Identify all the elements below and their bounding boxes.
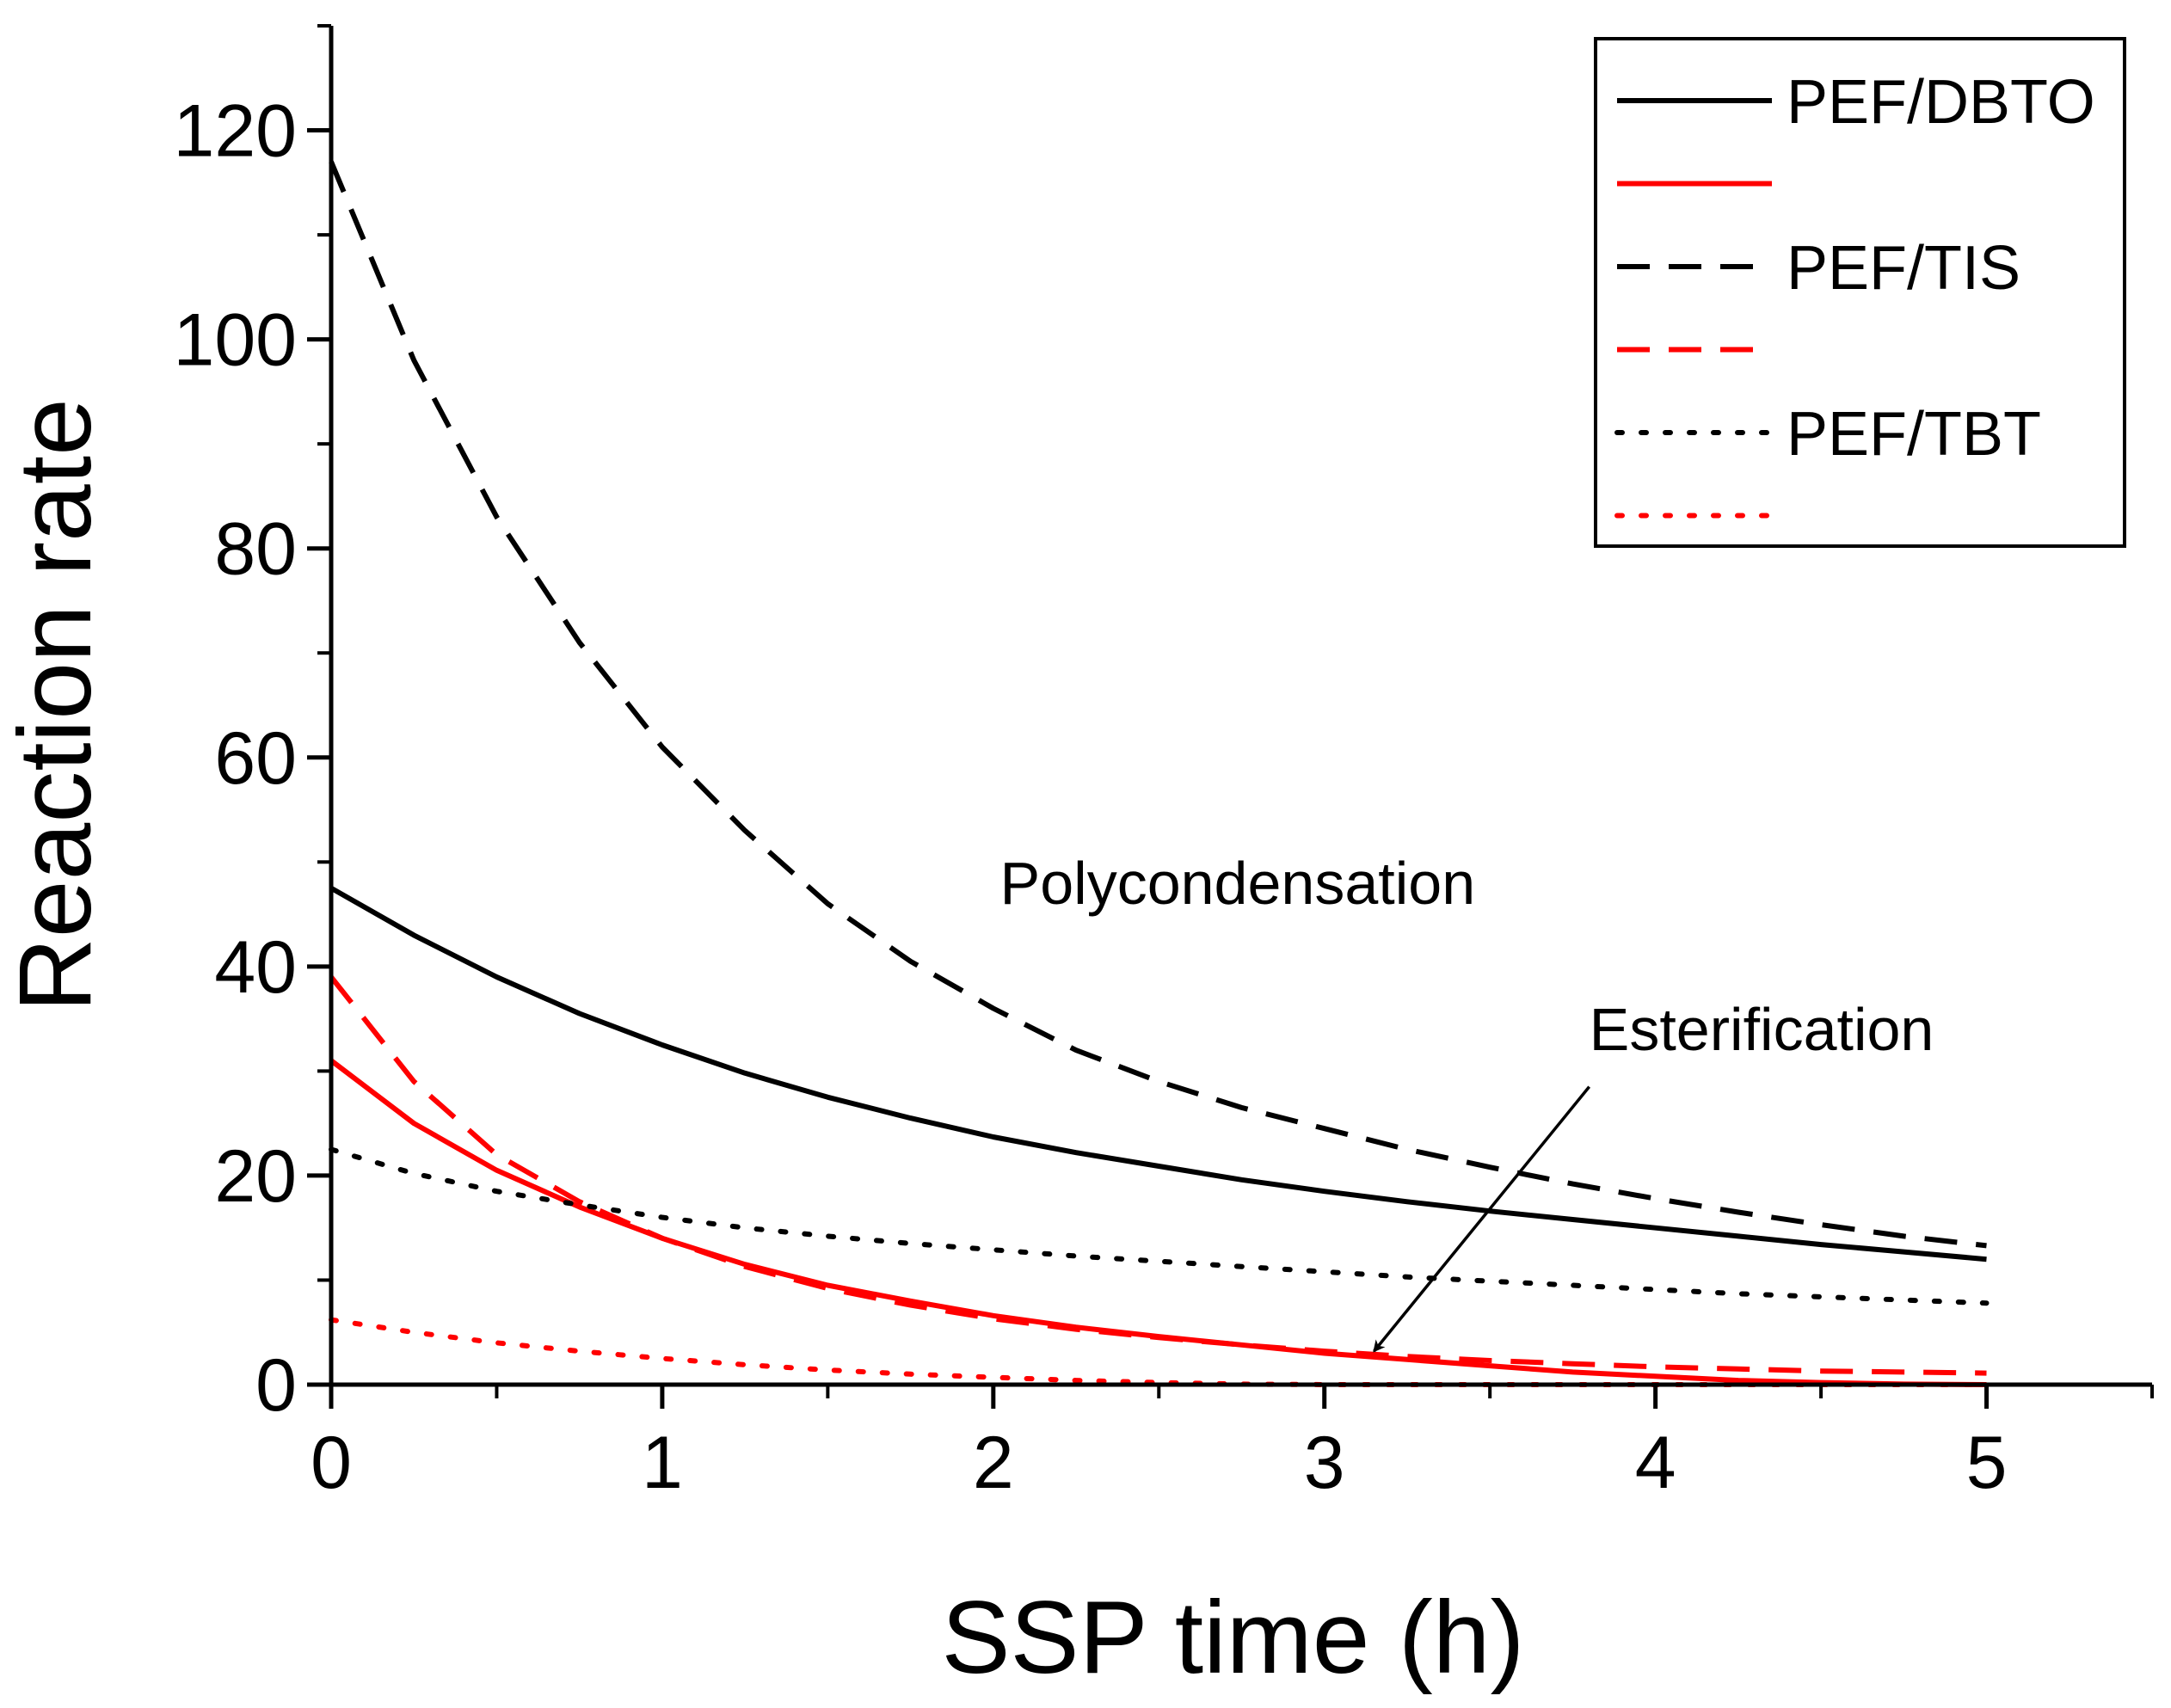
x-tick-label: 3 xyxy=(1304,1422,1345,1504)
y-tick-label: 120 xyxy=(174,90,298,173)
x-tick-label: 4 xyxy=(1635,1422,1676,1504)
legend-label: PEF/TBT xyxy=(1787,400,2041,469)
annotation-layer: Polycondensation Esterification xyxy=(1000,850,1934,1353)
y-axis-title: Reaction rate xyxy=(0,398,113,1012)
x-tick-label: 1 xyxy=(642,1422,683,1504)
legend-box xyxy=(1594,37,2126,548)
y-tick-label: 40 xyxy=(214,926,297,1009)
x-tick-label: 0 xyxy=(311,1422,352,1504)
legend: PEF/DBTO PEF/TIS PEF/TBT xyxy=(1594,37,2126,548)
legend-label: PEF/DBTO xyxy=(1787,68,2095,137)
annotation-arrow xyxy=(1373,1085,1591,1353)
ticks-layer: 0 1 2 3 4 5 0 20 40 60 80 100 120 SSP time (h) Reactio… xyxy=(0,24,2154,1695)
annotation-label: Esterification xyxy=(1590,996,1934,1063)
x-tick-label: 5 xyxy=(1966,1422,2008,1504)
series-line-5 xyxy=(329,1317,1990,1387)
series-line-2 xyxy=(329,160,1987,1249)
annotation-label: Polycondensation xyxy=(1000,850,1476,917)
x-axis-title: SSP time (h) xyxy=(942,1580,1525,1695)
x-tick-label: 2 xyxy=(973,1422,1014,1504)
axes-layer xyxy=(329,26,2152,1387)
legend-label: PEF/TIS xyxy=(1787,234,2020,303)
y-tick-label: 80 xyxy=(214,508,297,591)
y-tick-label: 0 xyxy=(255,1344,297,1427)
y-tick-label: 60 xyxy=(214,717,297,800)
series-line-3 xyxy=(329,975,1987,1376)
y-tick-label: 20 xyxy=(214,1135,297,1218)
y-tick-label: 100 xyxy=(174,299,298,382)
series-line-0 xyxy=(329,886,1987,1263)
series-line-4 xyxy=(329,1146,1990,1306)
series-layer xyxy=(329,160,1990,1387)
